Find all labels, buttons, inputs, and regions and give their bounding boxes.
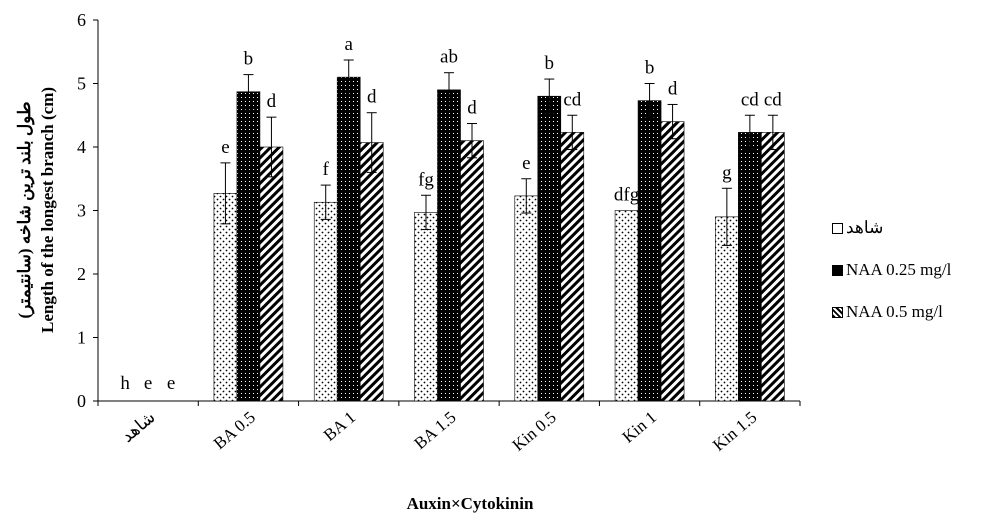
significance-label: h — [120, 373, 130, 394]
legend-swatch-control — [832, 222, 843, 234]
significance-label: g — [722, 162, 732, 183]
significance-label: e — [221, 137, 229, 158]
significance-label: ab — [440, 47, 458, 68]
bar — [236, 91, 261, 402]
legend-label-naa-025: NAA 0.25 mg/l — [846, 260, 952, 279]
significance-label: d — [367, 87, 377, 108]
legend-swatch-naa-05 — [832, 306, 843, 318]
x-tick-label: Kin 1.5 — [709, 408, 760, 455]
y-tick-label: 2 — [77, 264, 86, 284]
bar — [637, 100, 662, 402]
legend-swatch-naa-025 — [832, 264, 843, 276]
significance-label: d — [467, 98, 477, 119]
significance-label: cd — [741, 89, 759, 110]
significance-label: b — [545, 53, 555, 74]
significance-label: cd — [563, 89, 581, 110]
y-tick-label: 4 — [77, 137, 86, 157]
bar — [761, 132, 785, 402]
x-tick-label: BA 1.5 — [410, 408, 459, 454]
significance-label: dfg — [614, 185, 640, 206]
significance-label: fg — [418, 169, 434, 190]
significance-label: e — [522, 153, 530, 174]
bar — [514, 195, 539, 402]
x-axis-label: Auxin×Cytokinin — [407, 494, 534, 513]
bar — [437, 89, 461, 402]
bars — [213, 59, 785, 402]
legend-label-control: شاهد — [846, 218, 884, 237]
significance-label: e — [144, 373, 152, 394]
bar — [614, 210, 639, 402]
x-tick-label: BA 0.5 — [210, 408, 259, 454]
significance-label: d — [668, 78, 678, 99]
significance-label: a — [344, 34, 353, 55]
bar — [738, 132, 762, 402]
legend-item-naa-025: NAA 0.25 mg/l — [832, 260, 951, 280]
significance-label: e — [167, 373, 175, 394]
x-tick-label: شاهد — [118, 408, 159, 447]
bar — [537, 95, 562, 402]
significance-label: cd — [764, 89, 782, 110]
y-tick-label: 1 — [77, 328, 86, 348]
y-tick-label: 6 — [77, 10, 86, 30]
bar — [213, 193, 238, 402]
y-axis-label: Length of the longest branch (cm) — [38, 87, 57, 333]
significance-label: b — [645, 58, 655, 79]
y-tick-label: 3 — [77, 201, 86, 221]
significance-label: f — [323, 159, 330, 180]
legend-item-control: شاهد — [832, 218, 951, 238]
y-tick-label: 0 — [77, 391, 86, 411]
bar — [313, 201, 338, 402]
bar — [336, 76, 361, 402]
bar — [414, 212, 438, 402]
bar — [259, 146, 284, 402]
bar — [359, 142, 384, 402]
x-tick-label: Kin 1 — [619, 408, 661, 447]
y-tick-label: 5 — [77, 74, 86, 94]
bar — [460, 140, 484, 402]
x-tick-label: BA 1 — [320, 408, 359, 445]
significance-label: d — [267, 91, 277, 112]
legend-item-naa-05: NAA 0.5 mg/l — [832, 302, 951, 322]
y-axis-label-persian: طول بلند ترین شاخه (سانتیمتر) — [15, 102, 35, 319]
bar — [660, 121, 685, 402]
x-tick-label: Kin 0.5 — [509, 408, 560, 455]
bar — [560, 132, 585, 402]
legend: شاهد NAA 0.25 mg/l NAA 0.5 mg/l — [832, 218, 951, 344]
significance-label: b — [244, 49, 254, 70]
legend-label-naa-05: NAA 0.5 mg/l — [846, 302, 943, 321]
